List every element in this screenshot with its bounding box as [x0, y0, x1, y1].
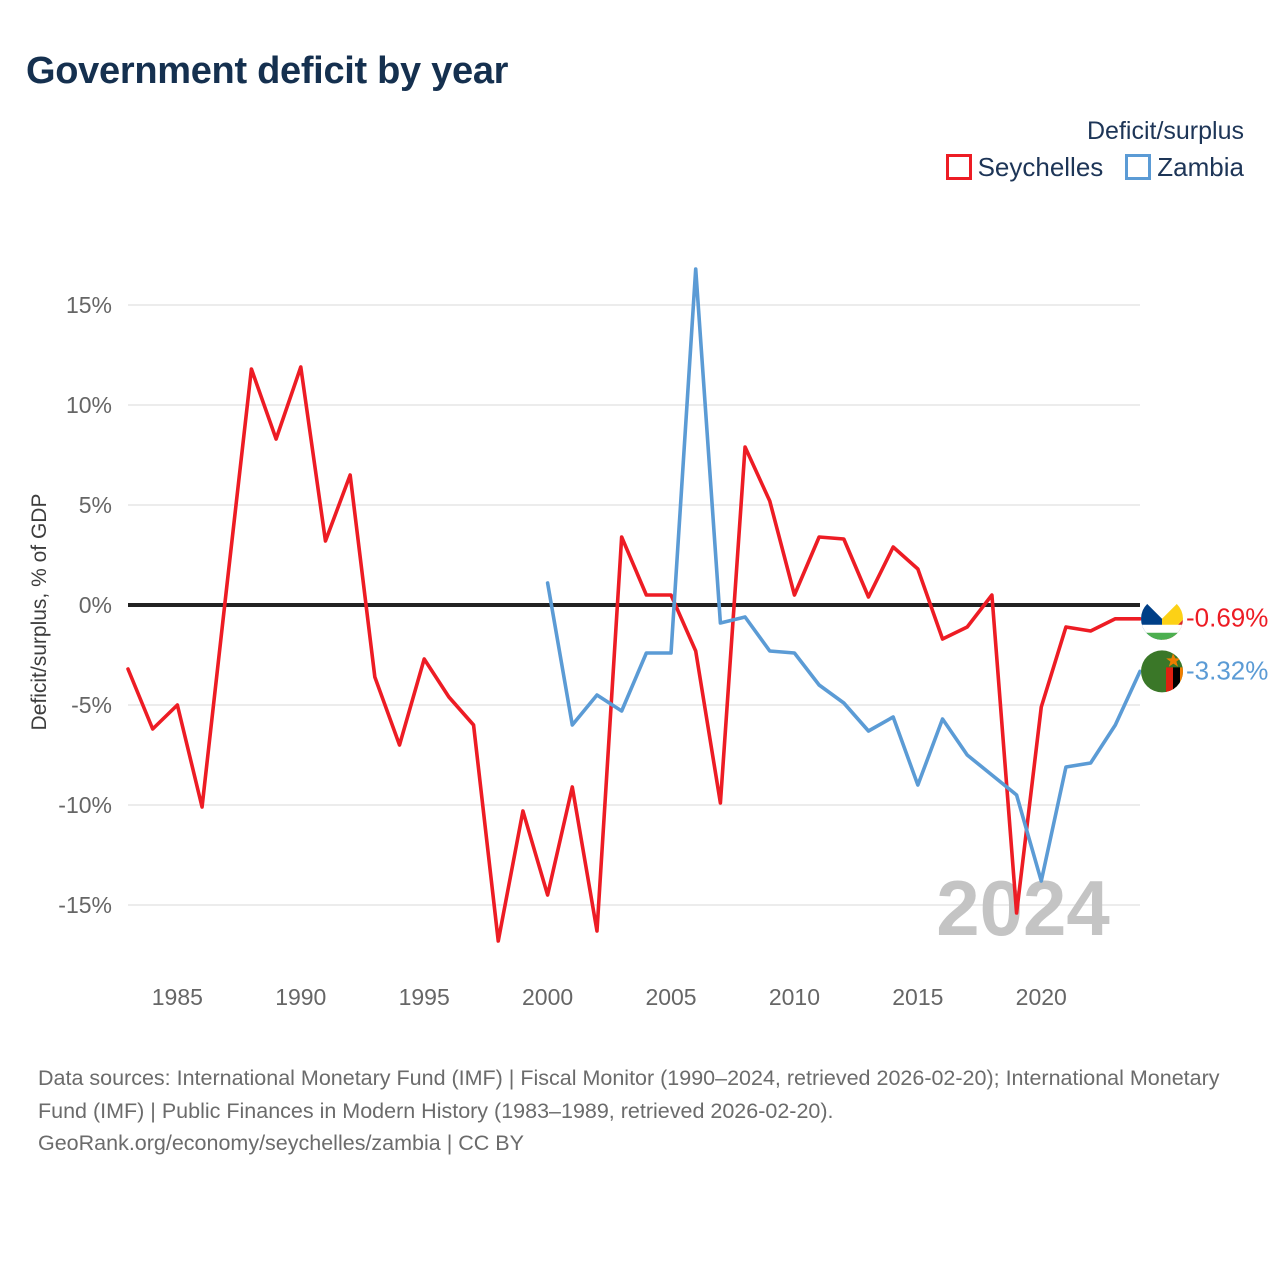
y-tick-label: -15% — [58, 892, 112, 918]
legend-swatch-zambia — [1125, 153, 1152, 180]
legend: Deficit/surplus Seychelles Zambia — [945, 117, 1244, 182]
y-tick-label: -10% — [58, 792, 112, 818]
zambia-flag-icon — [1141, 650, 1183, 693]
legend-item-seychelles[interactable]: Seychelles — [945, 151, 1104, 182]
end-value-labels: -0.69% -3.32% — [1141, 597, 1268, 693]
end-value-label: -3.32% — [1186, 655, 1268, 685]
y-axis-title: Deficit/surplus, % of GDP — [28, 493, 51, 731]
x-tick-label: 1995 — [399, 984, 450, 1010]
legend-label-zambia: Zambia — [1157, 151, 1244, 182]
x-tick-label: 2020 — [1016, 984, 1067, 1010]
y-tick-label: 15% — [66, 292, 112, 318]
legend-swatch-seychelles — [945, 153, 972, 180]
data-series-group — [126, 267, 1142, 943]
y-tick-label: -5% — [71, 692, 112, 718]
x-tick-label: 2015 — [892, 984, 943, 1010]
series-line-zambia[interactable] — [545, 267, 1142, 883]
page-title: Government deficit by year — [26, 50, 509, 92]
end-value-label: -0.69% — [1186, 603, 1268, 633]
seychelles-flag-icon — [1141, 597, 1183, 640]
legend-title: Deficit/surplus — [1087, 117, 1244, 145]
x-tick-label: 2000 — [522, 984, 573, 1010]
y-tick-label: 10% — [66, 392, 112, 418]
watermark-year-text: 2024 — [936, 864, 1110, 952]
plot-area: -15% -10% -5% 0% 5% 10% 15% 1985 1990 1995 2000 20… — [0, 0, 1280, 1040]
series-line-seychelles[interactable] — [126, 365, 1142, 943]
footer-credits: Data sources: International Monetary Fun… — [38, 1062, 1248, 1160]
line-chart-svg[interactable]: -15% -10% -5% 0% 5% 10% 15% 1985 1990 1995 2000 20… — [0, 0, 1280, 1040]
watermark-year-label: 2024 — [936, 864, 1110, 952]
x-tick-label: 1985 — [152, 984, 203, 1010]
x-axis-tick-labels: 1985 1990 1995 2000 2005 2010 2015 2020 — [152, 984, 1067, 1010]
legend-label-seychelles: Seychelles — [977, 151, 1104, 182]
y-tick-label: 5% — [79, 492, 112, 518]
x-tick-label: 2010 — [769, 984, 820, 1010]
gridlines — [128, 304, 1140, 906]
footer-data-sources: Data sources: International Monetary Fun… — [38, 1066, 1220, 1123]
footer-attribution: GeoRank.org/economy/seychelles/zambia | … — [38, 1131, 524, 1156]
x-tick-label: 2005 — [645, 984, 696, 1010]
legend-items: Seychelles Zambia — [945, 151, 1244, 182]
legend-item-zambia[interactable]: Zambia — [1125, 151, 1244, 182]
y-tick-label: 0% — [79, 592, 112, 618]
y-axis-tick-labels: -15% -10% -5% 0% 5% 10% 15% — [58, 292, 112, 918]
x-tick-label: 1990 — [275, 984, 326, 1010]
